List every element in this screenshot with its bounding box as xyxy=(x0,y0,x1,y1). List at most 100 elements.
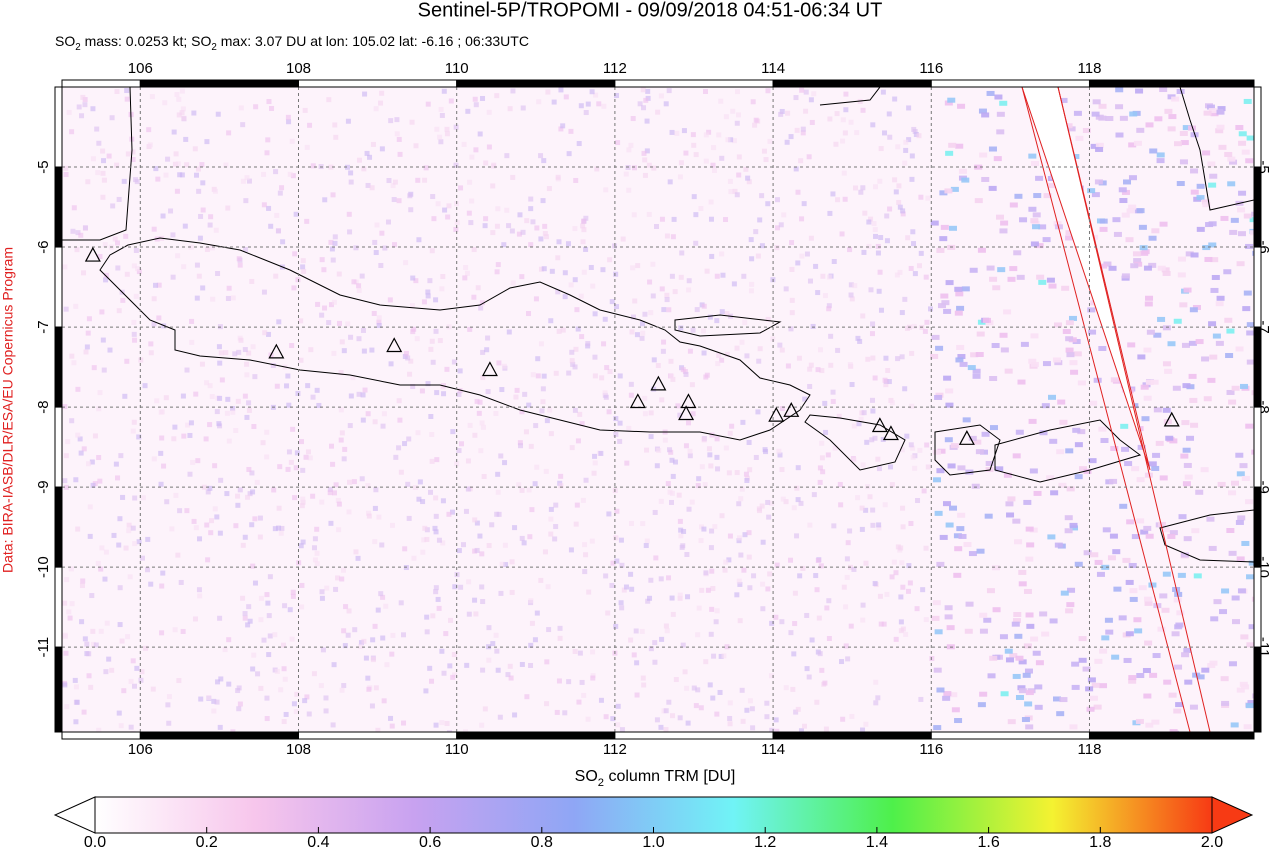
noise-pixel xyxy=(458,185,464,191)
noise-pixel xyxy=(1065,336,1074,342)
colorbar-tick-label: 1.0 xyxy=(642,834,664,851)
noise-pixel xyxy=(979,628,988,634)
noise-pixel xyxy=(1146,329,1155,335)
noise-pixel xyxy=(466,611,472,617)
noise-pixel xyxy=(1095,146,1104,152)
noise-pixel xyxy=(261,637,267,643)
noise-pixel xyxy=(1095,114,1104,120)
noise-pixel xyxy=(793,709,799,715)
noise-pixel xyxy=(291,701,297,707)
noise-pixel xyxy=(847,528,853,534)
colorbar-body xyxy=(94,796,1213,834)
noise-pixel xyxy=(900,626,906,632)
noise-pixel xyxy=(191,110,197,116)
noise-pixel xyxy=(373,685,379,691)
noise-pixel xyxy=(849,713,855,719)
noise-pixel xyxy=(1251,596,1254,602)
noise-pixel xyxy=(233,523,239,529)
noise-pixel xyxy=(1039,611,1048,617)
noise-pixel xyxy=(1148,262,1157,268)
noise-pixel xyxy=(884,238,890,244)
noise-pixel xyxy=(310,493,316,499)
noise-pixel xyxy=(913,132,919,138)
noise-pixel xyxy=(655,363,661,369)
noise-pixel xyxy=(934,394,943,400)
noise-pixel xyxy=(538,266,544,272)
frame-bar xyxy=(54,406,63,488)
noise-pixel xyxy=(1056,449,1065,455)
noise-pixel xyxy=(703,570,709,576)
noise-pixel xyxy=(226,681,232,687)
noise-pixel xyxy=(925,464,931,470)
noise-pixel xyxy=(195,166,201,172)
noise-pixel xyxy=(1120,423,1129,429)
noise-pixel xyxy=(494,648,500,654)
noise-pixel xyxy=(136,539,142,545)
noise-pixel xyxy=(1004,368,1013,374)
noise-pixel xyxy=(799,87,805,93)
noise-pixel xyxy=(479,420,485,426)
noise-pixel xyxy=(1251,449,1254,455)
noise-pixel xyxy=(955,291,964,297)
noise-pixel xyxy=(961,286,970,292)
noise-pixel xyxy=(933,667,942,673)
noise-pixel xyxy=(298,318,304,324)
noise-pixel xyxy=(648,434,654,440)
noise-pixel xyxy=(566,679,572,685)
noise-pixel xyxy=(333,134,339,140)
noise-pixel xyxy=(982,317,991,323)
noise-pixel xyxy=(918,250,924,256)
noise-pixel xyxy=(816,615,822,621)
y-tick-label: -5 xyxy=(35,160,52,173)
noise-pixel xyxy=(906,563,912,569)
noise-pixel xyxy=(777,342,783,348)
noise-pixel xyxy=(615,703,621,709)
noise-pixel xyxy=(643,543,649,549)
noise-pixel xyxy=(619,562,625,568)
noise-pixel xyxy=(708,199,714,205)
noise-pixel xyxy=(863,560,869,566)
noise-pixel xyxy=(1182,447,1191,453)
noise-pixel xyxy=(941,300,950,306)
noise-pixel xyxy=(794,533,800,539)
noise-pixel xyxy=(82,225,88,231)
noise-pixel xyxy=(687,448,693,454)
noise-pixel xyxy=(954,286,963,292)
noise-pixel xyxy=(789,266,795,272)
noise-pixel xyxy=(1129,596,1138,602)
noise-pixel xyxy=(540,386,546,392)
noise-pixel xyxy=(905,588,911,594)
noise-pixel xyxy=(826,635,832,641)
noise-pixel xyxy=(798,500,804,506)
noise-pixel xyxy=(120,494,126,500)
noise-pixel xyxy=(866,219,872,225)
noise-pixel xyxy=(866,243,872,249)
noise-pixel xyxy=(644,148,650,154)
noise-pixel xyxy=(162,100,168,106)
noise-pixel xyxy=(1184,679,1193,685)
noise-pixel xyxy=(1123,179,1132,185)
noise-pixel xyxy=(509,589,515,595)
noise-pixel xyxy=(113,461,119,467)
noise-pixel xyxy=(298,439,304,445)
noise-pixel xyxy=(1083,468,1092,474)
noise-pixel xyxy=(264,592,270,598)
noise-pixel xyxy=(115,265,121,271)
noise-pixel xyxy=(1110,445,1119,451)
noise-pixel xyxy=(473,102,479,108)
noise-pixel xyxy=(1224,151,1233,157)
noise-pixel xyxy=(473,147,479,153)
noise-pixel xyxy=(83,349,89,355)
noise-pixel xyxy=(643,97,649,103)
noise-pixel xyxy=(1237,207,1246,213)
noise-pixel xyxy=(748,288,754,294)
noise-pixel xyxy=(659,216,665,222)
noise-pixel xyxy=(119,638,125,644)
noise-pixel xyxy=(989,276,998,282)
noise-pixel xyxy=(658,93,664,99)
noise-pixel xyxy=(444,131,450,137)
noise-pixel xyxy=(527,534,533,540)
noise-pixel xyxy=(1151,228,1160,234)
noise-pixel xyxy=(574,502,580,508)
noise-pixel xyxy=(830,389,836,395)
